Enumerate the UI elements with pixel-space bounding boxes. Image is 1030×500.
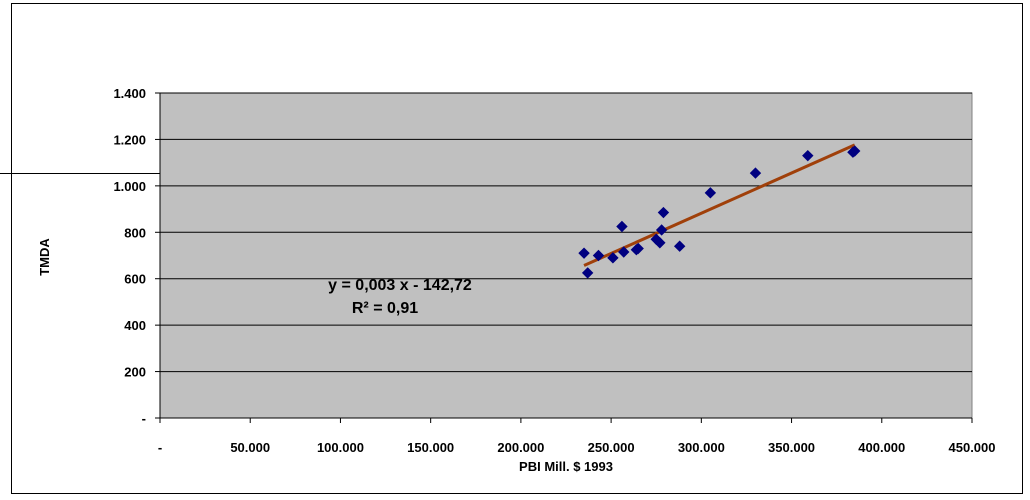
x-tick-label: 100.000 — [317, 440, 364, 455]
x-tick-label: 200.000 — [497, 440, 544, 455]
x-tick-label: 50.000 — [230, 440, 270, 455]
data-point — [578, 247, 590, 259]
data-point — [581, 267, 594, 279]
trendline-equation: y = 0,003 x - 142,72 — [328, 277, 472, 294]
data-point — [654, 237, 666, 249]
x-tick-label: - — [158, 440, 162, 455]
y-tick-label: 1.000 — [113, 179, 146, 194]
data-point — [849, 145, 861, 157]
data-point — [655, 224, 668, 236]
data-point — [592, 249, 605, 262]
data-point — [616, 220, 628, 233]
data-points — [578, 145, 861, 279]
data-point — [673, 240, 686, 252]
data-point — [657, 206, 670, 219]
x-axis-ticks: - 50.000 100.000 150.000 200.000 250.000 300.0… — [158, 418, 996, 455]
y-axis-title: TMDA — [37, 238, 52, 276]
x-tick-label: 350.000 — [768, 440, 815, 455]
x-tick-label: 400.000 — [858, 440, 905, 455]
r-squared-label: R² = 0,91 — [352, 300, 418, 317]
y-tick-label: 1.200 — [113, 132, 146, 147]
y-tick-label: 600 — [124, 272, 146, 287]
data-point — [704, 187, 717, 199]
x-axis-title: PBI Mill. $ 1993 — [519, 459, 613, 474]
y-axis-ticks: - 200 400 600 800 1.000 1.200 1.400 — [113, 86, 160, 426]
data-point — [632, 242, 644, 255]
data-point — [607, 252, 619, 264]
y-tick-label: 200 — [124, 365, 146, 380]
x-tick-label: 250.000 — [588, 440, 635, 455]
y-tick-label: 1.400 — [113, 86, 146, 101]
y-tick-label: 400 — [124, 318, 146, 333]
plot-area — [159, 92, 973, 419]
data-point — [802, 149, 814, 162]
data-point — [749, 167, 762, 179]
gridlines — [159, 92, 972, 419]
y-tick-label: - — [142, 411, 146, 426]
x-tick-label: 450.000 — [949, 440, 996, 455]
y-tick-label: 800 — [124, 225, 146, 240]
divider-line — [0, 173, 172, 174]
data-point — [618, 246, 630, 258]
x-tick-label: 150.000 — [407, 440, 454, 455]
x-tick-label: 300.000 — [678, 440, 725, 455]
trendline — [583, 143, 856, 267]
